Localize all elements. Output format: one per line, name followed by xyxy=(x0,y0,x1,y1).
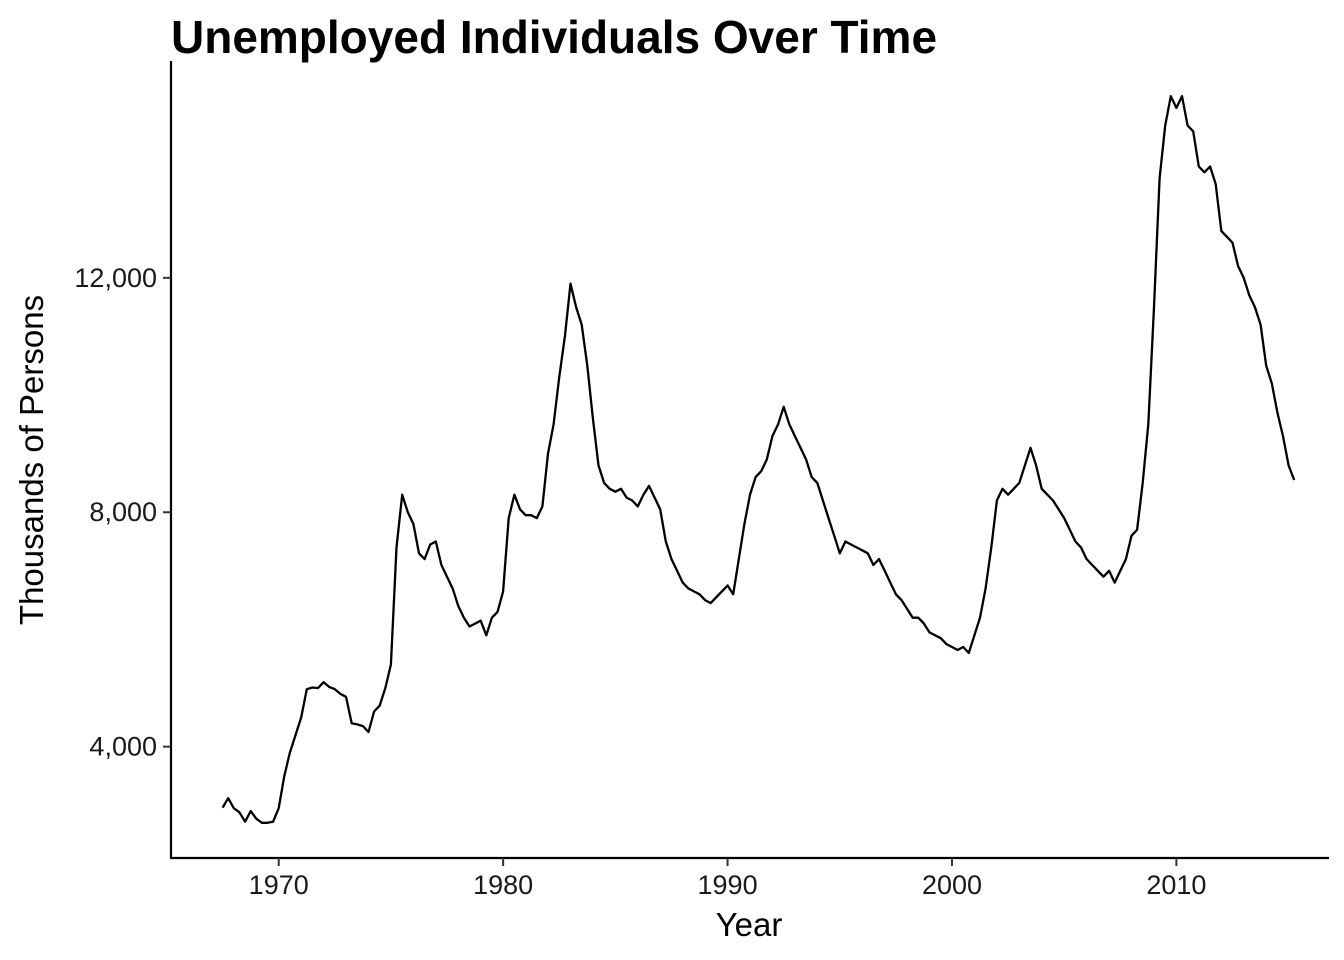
x-tick-label: 2000 xyxy=(922,870,982,900)
y-tick-label: 8,000 xyxy=(89,497,157,527)
y-axis-title: Thousands of Persons xyxy=(13,295,50,625)
x-ticks: 1970 1980 1990 2000 2010 xyxy=(249,858,1206,900)
x-tick-label: 1990 xyxy=(698,870,758,900)
axes xyxy=(169,61,1329,860)
series-line xyxy=(221,95,1296,824)
plot-area xyxy=(221,95,1296,824)
x-tick-label: 2010 xyxy=(1146,870,1206,900)
x-tick-label: 1970 xyxy=(249,870,309,900)
y-tick-label: 12,000 xyxy=(74,263,157,293)
chart-title: Unemployed Individuals Over Time xyxy=(171,11,938,63)
y-tick-label: 4,000 xyxy=(89,732,157,762)
y-ticks: 4,000 8,000 12,000 xyxy=(74,263,171,762)
x-tick-label: 1980 xyxy=(473,870,533,900)
x-axis-title: Year xyxy=(716,906,783,943)
